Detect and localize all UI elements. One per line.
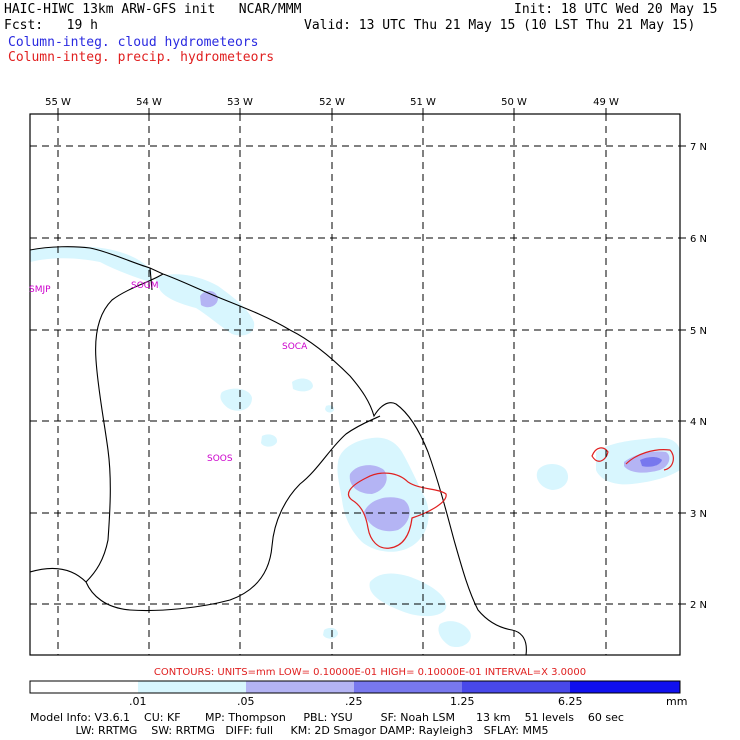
axis-labels: 55 W 54 W 53 W 52 W 51 W 50 W 49 W 7 N 6… bbox=[45, 97, 707, 611]
lat-lon-grid bbox=[30, 114, 680, 655]
colorbar-label: .05 bbox=[237, 695, 255, 708]
field-cloud-label: Column-integ. cloud hydrometeors bbox=[8, 35, 259, 50]
lat-label: 5 N bbox=[690, 326, 707, 337]
axis-ticks bbox=[57, 108, 686, 605]
lat-label: 4 N bbox=[690, 417, 707, 428]
cloud-shading-medium bbox=[200, 290, 670, 532]
lat-label: 7 N bbox=[690, 142, 707, 153]
plot-title: HAIC-HIWC 13km ARW-GFS init NCAR/MMM bbox=[4, 2, 302, 17]
lat-label: 3 N bbox=[690, 509, 707, 520]
colorbar-label: 1.25 bbox=[450, 695, 475, 708]
colorbar-label: 6.25 bbox=[558, 695, 583, 708]
coastline bbox=[30, 246, 527, 655]
lon-label: 54 W bbox=[136, 97, 162, 108]
lat-label: 2 N bbox=[690, 600, 707, 611]
init-time: Init: 18 UTC Wed 20 May 15 bbox=[514, 2, 718, 17]
cloud-shading bbox=[30, 246, 680, 648]
field-precip-label: Column-integ. precip. hydrometeors bbox=[8, 50, 275, 65]
lon-label: 53 W bbox=[227, 97, 253, 108]
colorbar-units: mm bbox=[666, 695, 688, 708]
station-label: SMJP bbox=[29, 285, 51, 295]
lon-label: 50 W bbox=[501, 97, 527, 108]
model-info-line2: LW: RRTMG SW: RRTMG DIFF: full KM: 2D Sm… bbox=[30, 724, 549, 737]
cloud-shading-high bbox=[640, 457, 662, 467]
station-labels: SMJP SOGM SOCA SOOS bbox=[29, 281, 308, 464]
station-label: SOGM bbox=[131, 281, 159, 291]
lat-label: 6 N bbox=[690, 234, 707, 245]
colorbar-label: .25 bbox=[345, 695, 363, 708]
model-info-line1: Model Info: V3.6.1 CU: KF MP: Thompson P… bbox=[30, 711, 624, 724]
contours-info: CONTOURS: UNITS=mm LOW= 0.10000E-01 HIGH… bbox=[153, 667, 587, 678]
plot-frame bbox=[29, 113, 681, 656]
precip-contours bbox=[347, 447, 674, 549]
lon-label: 55 W bbox=[45, 97, 71, 108]
station-label: SOOS bbox=[207, 454, 233, 464]
valid-time: Valid: 13 UTC Thu 21 May 15 (10 LST Thu … bbox=[304, 18, 696, 33]
lon-label: 49 W bbox=[593, 97, 619, 108]
lon-label: 52 W bbox=[319, 97, 345, 108]
station-label: SOCA bbox=[282, 342, 308, 352]
lon-label: 51 W bbox=[410, 97, 436, 108]
colorbar bbox=[29, 680, 681, 694]
forecast-hour: Fcst: 19 h bbox=[4, 18, 98, 33]
colorbar-label: .01 bbox=[129, 695, 147, 708]
